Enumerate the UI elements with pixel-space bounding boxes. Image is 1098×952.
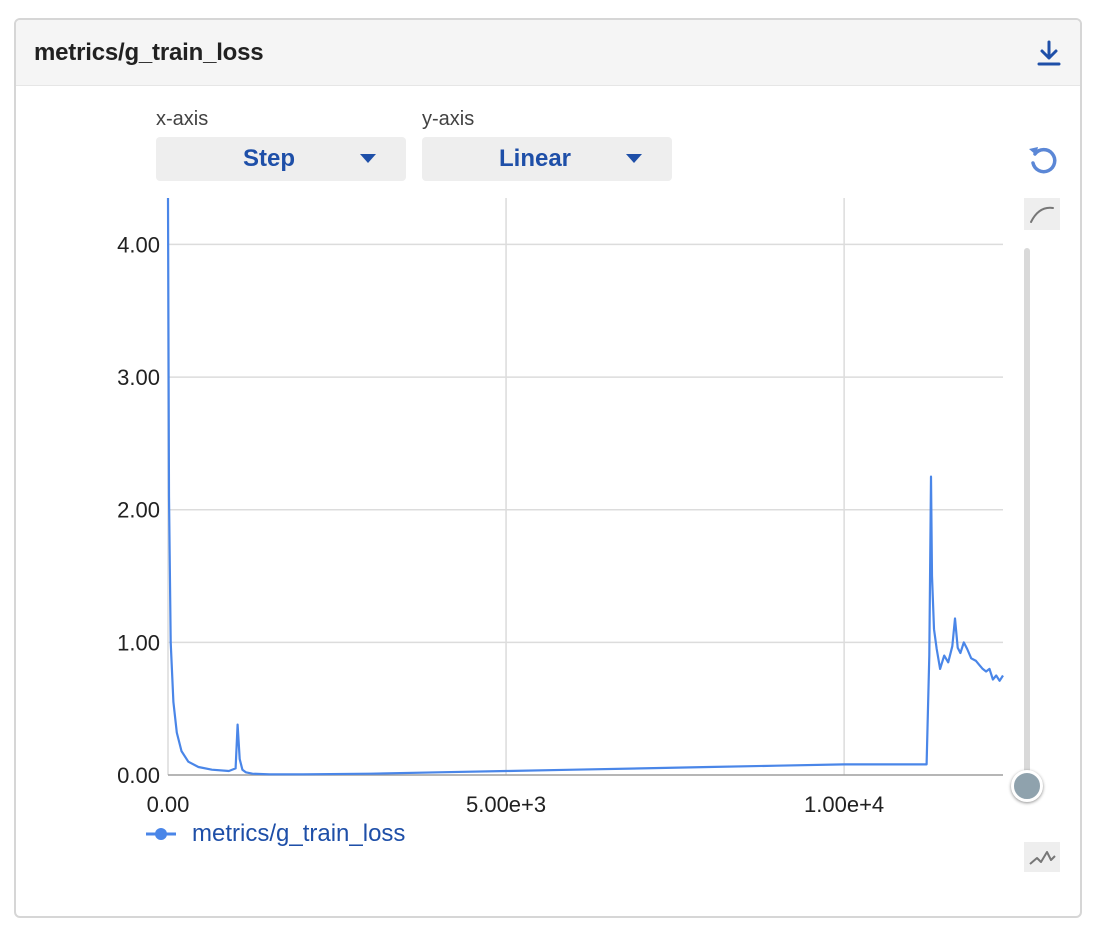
card-header: metrics/g_train_loss [16,20,1080,86]
y-axis-select[interactable]: Linear [422,137,672,181]
x-tick-label: 1.00e+4 [804,792,884,817]
download-icon [1037,40,1061,66]
smoothing-curve-icon [1030,206,1054,223]
reset-zoom-button[interactable] [1022,140,1064,180]
legend-series-label: metrics/g_train_loss [192,820,406,847]
y-axis-caret-icon [626,154,642,163]
y-tick-label: 4.00 [117,232,160,257]
y-tick-label: 3.00 [117,365,160,390]
y-axis-select-value: Linear [498,145,572,172]
reset-icon [1029,147,1057,174]
raw-line-icon [1029,851,1056,865]
y-tick-label: 1.00 [117,630,160,655]
x-tick-label: 0.00 [147,792,190,817]
x-axis-label: x-axis [156,108,209,130]
series-line [166,197,1004,776]
y-axis-label: y-axis [422,108,475,130]
x-axis-select-value: Step [242,145,295,172]
y-tick-label: 2.00 [117,498,160,523]
card-title: metrics/g_train_loss [34,39,264,66]
smoothing-slider-track[interactable] [1024,248,1030,788]
y-tick-label: 0.00 [117,763,160,788]
download-button[interactable] [1032,36,1066,70]
x-tick-label: 5.00e+3 [466,792,546,817]
smoothing-slider-thumb[interactable] [1011,770,1043,802]
legend: metrics/g_train_loss [144,820,405,848]
smoothing-toggle[interactable] [1024,198,1060,230]
x-axis-select[interactable]: Step [156,137,406,181]
raw-data-toggle[interactable] [1024,842,1060,872]
legend-marker-icon [146,828,176,840]
x-axis-caret-icon [360,154,376,163]
